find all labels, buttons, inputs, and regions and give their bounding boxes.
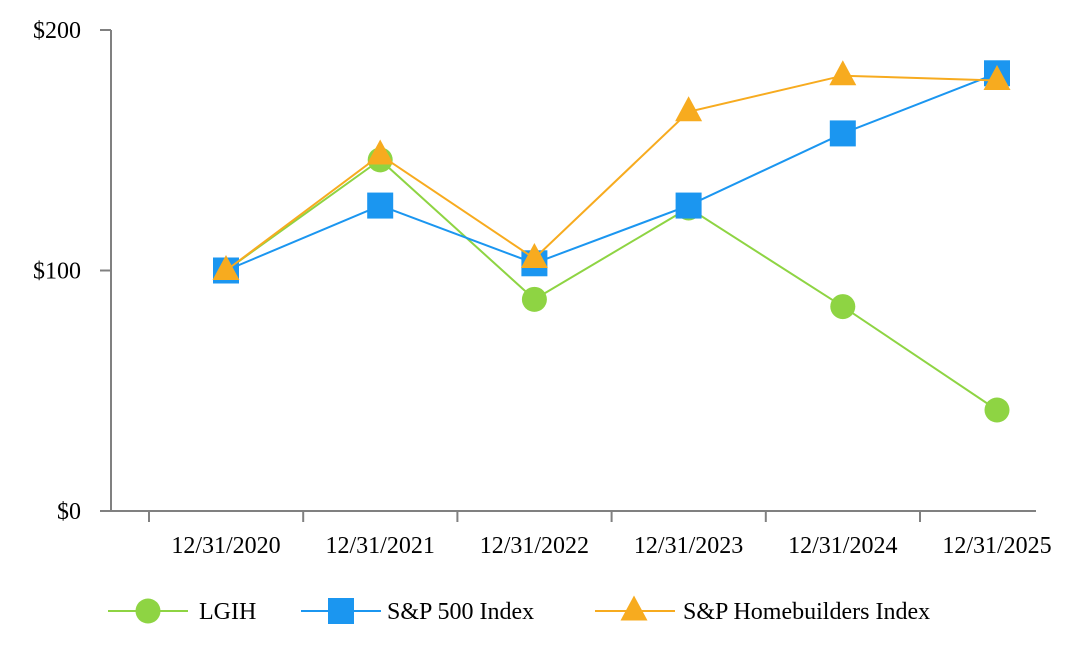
x-tick-label: 12/31/2022: [480, 533, 589, 559]
data-point-triangle-marker: [829, 60, 857, 86]
legend-circle-marker: [135, 598, 161, 624]
series-sandp-homebuilders-index: [212, 60, 1011, 280]
series-sandp-500-index: [213, 60, 1010, 284]
data-point-triangle-marker: [675, 96, 703, 122]
series-line-sandp-500-index: [225, 72, 998, 272]
data-point-square-marker: [367, 192, 394, 219]
legend-label: S&P Homebuilders Index: [683, 599, 930, 625]
legend: LGIH S&P 500 Index S&P Homebuilders Index: [108, 595, 930, 625]
data-point-triangle-marker: [983, 65, 1011, 91]
data-point-triangle-marker: [366, 139, 394, 165]
chart-axes: [110, 30, 1036, 512]
x-tick-label: 12/31/2021: [326, 533, 435, 559]
x-tick-label: 12/31/2020: [171, 533, 280, 559]
series-layer: [212, 60, 1011, 423]
legend-triangle-marker: [620, 595, 648, 621]
y-axis-ticks: $0 $100 $200: [33, 18, 111, 525]
data-point-triangle-marker: [520, 242, 548, 268]
series-line-sandp-homebuilders-index: [225, 74, 998, 272]
x-tick-label: 12/31/2024: [788, 533, 897, 559]
data-point-square-marker: [675, 192, 702, 219]
data-point-circle-marker: [984, 397, 1010, 423]
x-tick-label: 12/31/2025: [942, 533, 1051, 559]
legend-item: S&P Homebuilders Index: [595, 595, 930, 625]
y-tick-label: $200: [33, 18, 81, 44]
legend-square-marker: [328, 598, 354, 624]
legend-label: LGIH: [199, 599, 256, 625]
legend-item: S&P 500 Index: [301, 598, 534, 625]
legend-item: LGIH: [108, 598, 256, 625]
x-tick-label: 12/31/2023: [634, 533, 743, 559]
data-point-square-marker: [829, 120, 856, 147]
data-point-circle-marker: [830, 294, 856, 320]
y-tick-label: $100: [33, 259, 81, 285]
x-axis-ticks: 12/31/2020 12/31/2021 12/31/2022 12/31/2023…: [148, 511, 1052, 559]
data-point-triangle-marker: [212, 255, 240, 280]
data-point-circle-marker: [521, 286, 547, 312]
legend-label: S&P 500 Index: [387, 599, 534, 625]
series-lgih: [213, 147, 1010, 423]
series-line-lgih: [225, 158, 998, 411]
y-tick-label: $0: [57, 499, 81, 525]
